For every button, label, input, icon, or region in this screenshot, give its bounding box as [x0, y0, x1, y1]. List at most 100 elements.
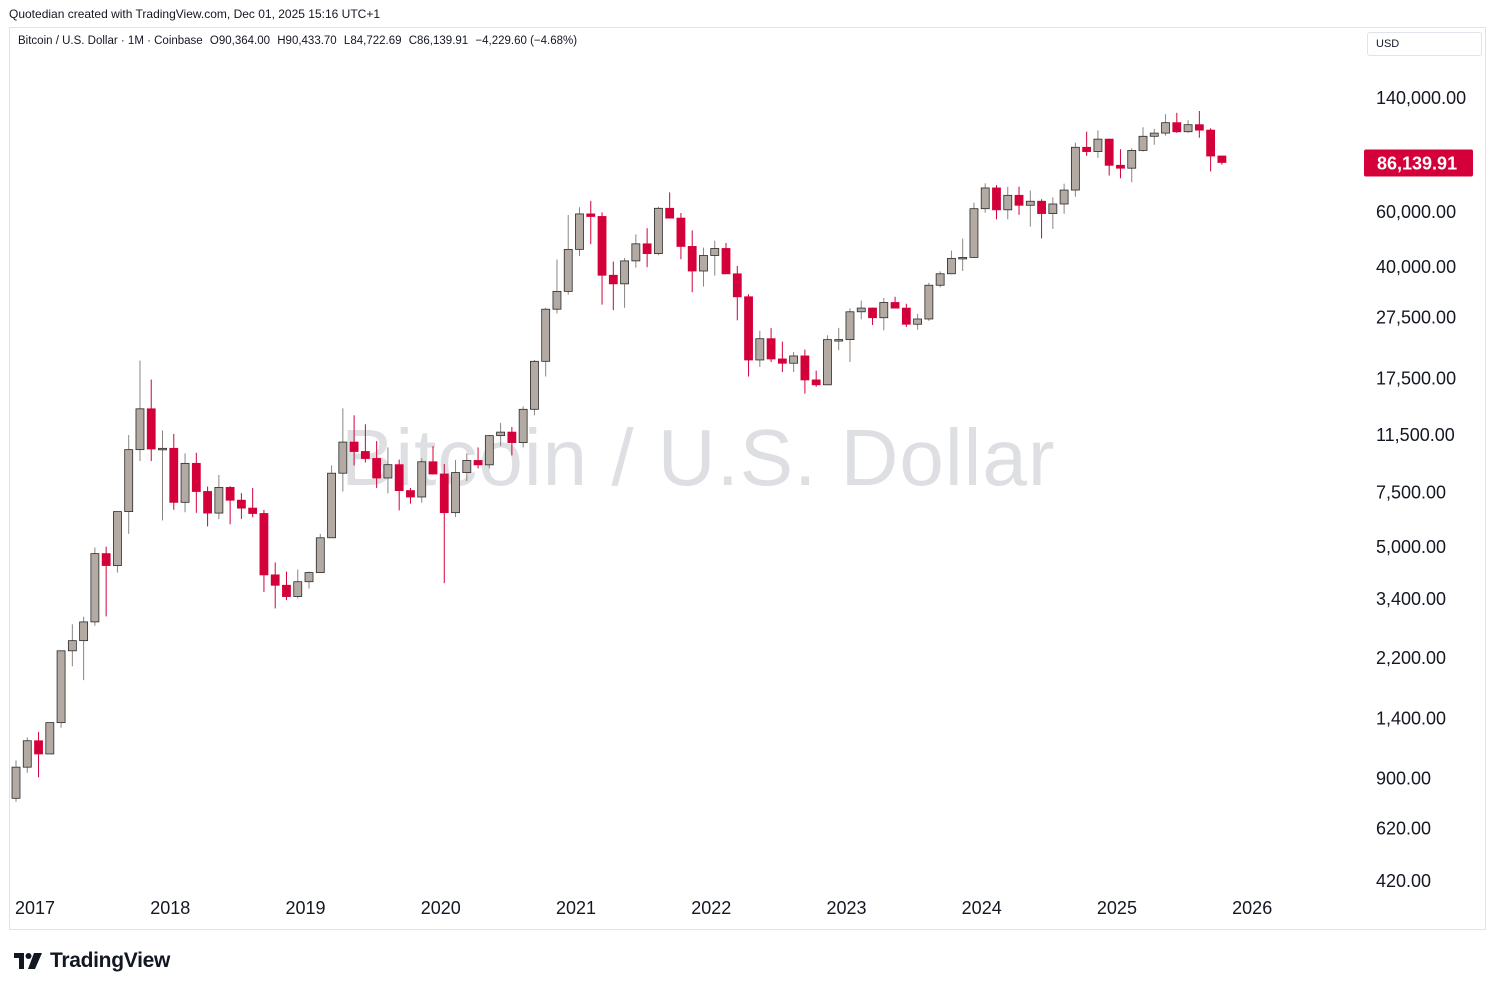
candle-body: [315, 537, 325, 573]
candle-body: [721, 248, 731, 275]
candle-body: [811, 379, 821, 386]
tradingview-logo-icon: [14, 953, 42, 969]
y-axis-tick-label: 40,000.00: [1376, 257, 1456, 277]
y-axis-tick-label: 420.00: [1376, 871, 1431, 891]
tradingview-logo[interactable]: TradingView: [12, 949, 170, 973]
y-axis-tick-label: 140,000.00: [1376, 88, 1466, 108]
candle-body: [597, 216, 607, 276]
candle-body: [530, 360, 539, 410]
open-label: O: [209, 35, 219, 47]
high-value: 90,433.70: [285, 35, 337, 47]
low-label: L: [343, 35, 351, 47]
candle-body: [958, 257, 968, 260]
candle-body: [1217, 155, 1227, 163]
candle-body: [158, 447, 167, 451]
y-axis-tick-label: 900.00: [1376, 768, 1431, 788]
last-price-label: 86,139.91: [1377, 153, 1457, 173]
y-axis-tick-label: 1,400.00: [1376, 709, 1446, 729]
candle-body: [755, 338, 765, 361]
candle-body: [1194, 124, 1204, 131]
candle-body: [969, 208, 979, 258]
candle-body: [766, 338, 776, 360]
candle-body: [541, 308, 551, 362]
candle-body: [203, 491, 212, 514]
candle-body: [372, 458, 382, 479]
candle-body: [22, 740, 32, 768]
candle-body: [11, 766, 21, 799]
candle-body: [1037, 200, 1046, 214]
candle-body: [699, 255, 708, 272]
candle-body: [451, 472, 460, 514]
x-axis-year-label: 2025: [1097, 898, 1137, 918]
candle-body: [518, 408, 528, 443]
candle-body: [327, 472, 336, 539]
candle-body: [665, 207, 675, 219]
currency-button[interactable]: USD: [1367, 32, 1482, 56]
low-value: 84,722.69: [350, 35, 402, 47]
y-axis-tick-label: 2,200.00: [1376, 648, 1446, 668]
x-axis-year-label: 2017: [15, 898, 55, 918]
x-axis-year-label: 2024: [962, 898, 1002, 918]
candle-body: [360, 451, 370, 459]
candle-body: [744, 296, 753, 361]
candle-body: [417, 461, 427, 498]
candle-body: [1059, 189, 1069, 205]
x-axis-year-label: 2020: [421, 898, 461, 918]
y-axis-tick-label: 7,500.00: [1376, 482, 1446, 502]
candle-body: [1014, 194, 1024, 206]
candle-body: [1183, 124, 1193, 133]
candle-body: [56, 650, 66, 724]
candle-body: [992, 187, 1001, 211]
y-axis-tick-label: 17,500.00: [1376, 368, 1456, 388]
candle-body: [496, 431, 506, 437]
y-axis-tick-label: 60,000.00: [1376, 202, 1456, 222]
candle-body: [428, 461, 438, 475]
candle-body: [1116, 164, 1125, 169]
candle-body: [146, 408, 156, 450]
tradingview-brand: TradingView: [50, 949, 171, 972]
y-axis-tick-label: 5,000.00: [1376, 537, 1446, 557]
x-axis-year-label: 2023: [826, 898, 866, 918]
candle-body: [586, 213, 596, 217]
candle-body: [169, 447, 179, 503]
candle-body: [349, 441, 359, 452]
candle-body: [879, 302, 889, 319]
chart-credit: Quotedian created with TradingView.com, …: [9, 7, 380, 21]
candle-body: [947, 257, 956, 275]
candle-body: [394, 464, 404, 491]
candle-body: [1104, 138, 1114, 166]
y-axis-tick-label: 11,500.00: [1376, 425, 1455, 445]
candle-body: [1149, 132, 1159, 137]
x-axis-year-label: 2026: [1232, 898, 1272, 918]
candle-body: [1082, 146, 1092, 152]
candle-body: [856, 307, 866, 313]
candle-body: [608, 274, 618, 285]
x-axis-year-label: 2018: [150, 898, 190, 918]
candle-body: [113, 511, 122, 566]
candle-body: [620, 260, 629, 285]
open-value: 90,364.00: [218, 35, 271, 47]
candle-body: [789, 355, 799, 364]
candle-body: [462, 460, 472, 473]
candle-body: [236, 499, 246, 509]
candle-body: [248, 507, 258, 514]
candle-body: [552, 290, 562, 310]
candle-body: [191, 462, 201, 492]
candle-body: [338, 441, 348, 474]
candle-body: [473, 460, 483, 466]
candle-body: [868, 307, 877, 319]
candle-body: [1048, 203, 1058, 214]
candle-body: [1093, 138, 1103, 152]
chart-frame: [9, 27, 1486, 930]
candle-body: [406, 490, 415, 498]
y-axis-tick-label: 27,500.00: [1376, 307, 1456, 327]
candle-body: [293, 581, 303, 597]
candle-body: [1206, 129, 1216, 157]
candle-body: [1172, 122, 1182, 133]
y-axis-tick-label: 620.00: [1376, 819, 1431, 839]
candle-body: [1070, 146, 1080, 191]
candle-body: [676, 217, 686, 247]
candle-body: [913, 318, 922, 325]
candle-body: [924, 284, 934, 320]
